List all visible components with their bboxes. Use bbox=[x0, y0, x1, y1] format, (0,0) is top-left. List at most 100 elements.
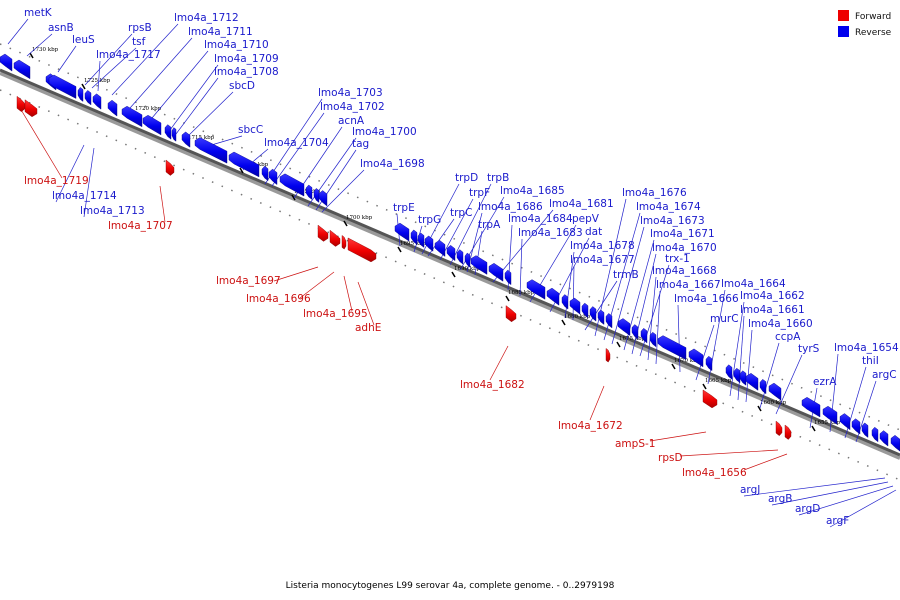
reverse-gene-r38[interactable] bbox=[597, 309, 605, 325]
gene-label-lmo4a-1682[interactable]: lmo4a_1682 bbox=[460, 379, 525, 391]
gene-label-lmo4a-1664[interactable]: lmo4a_1664 bbox=[721, 278, 786, 290]
reverse-gene-r49[interactable] bbox=[739, 370, 747, 386]
reverse-gene-r11[interactable] bbox=[171, 127, 177, 142]
gene-label-lmo4a-1671[interactable]: lmo4a_1671 bbox=[650, 228, 715, 240]
gene-label-lmo4a-1656[interactable]: lmo4a_1656 bbox=[682, 467, 747, 479]
gene-label-lmo4a-1708[interactable]: lmo4a_1708 bbox=[214, 66, 279, 78]
gene-label-amps-1[interactable]: ampS-1 bbox=[615, 438, 655, 450]
reverse-gene-r19[interactable] bbox=[313, 188, 320, 203]
forward-gene-f5[interactable] bbox=[341, 234, 347, 250]
reverse-gene-r0[interactable] bbox=[0, 53, 13, 72]
forward-gene-f11[interactable] bbox=[784, 424, 792, 440]
reverse-gene-r33[interactable] bbox=[546, 287, 560, 306]
gene-label-lmo4a-1709[interactable]: lmo4a_1709 bbox=[214, 53, 279, 65]
gene-label-lmo4a-1678[interactable]: lmo4a_1678 bbox=[570, 240, 635, 252]
reverse-gene-r48[interactable] bbox=[733, 367, 741, 384]
gene-label-tag[interactable]: tag bbox=[352, 138, 369, 150]
reverse-gene-r28[interactable] bbox=[464, 252, 471, 268]
gene-label-trpg[interactable]: trpG bbox=[418, 214, 441, 226]
gene-label-lmo4a-1670[interactable]: lmo4a_1670 bbox=[652, 242, 717, 254]
reverse-gene-r52[interactable] bbox=[768, 382, 782, 401]
reverse-gene-r39[interactable] bbox=[605, 313, 613, 329]
reverse-gene-r1[interactable] bbox=[13, 59, 31, 80]
reverse-gene-r37[interactable] bbox=[589, 306, 597, 322]
gene-label-argc[interactable]: argC bbox=[872, 369, 897, 381]
gene-label-lmo4a-1686[interactable]: lmo4a_1686 bbox=[478, 201, 543, 213]
gene-label-trx-1[interactable]: trx-1 bbox=[665, 253, 690, 265]
reverse-gene-r22[interactable] bbox=[410, 229, 418, 245]
gene-label-trpd[interactable]: trpD bbox=[455, 172, 478, 184]
reverse-gene-r21[interactable] bbox=[394, 222, 410, 242]
gene-label-lmo4a-1714[interactable]: lmo4a_1714 bbox=[52, 190, 117, 202]
reverse-gene-r50[interactable] bbox=[745, 373, 759, 391]
gene-label-adhe[interactable]: adhE bbox=[355, 322, 381, 334]
reverse-gene-r42[interactable] bbox=[640, 328, 648, 344]
gene-label-lmo4a-1677[interactable]: lmo4a_1677 bbox=[570, 254, 635, 266]
gene-label-rpsd[interactable]: rpsD bbox=[658, 452, 683, 464]
reverse-gene-r58[interactable] bbox=[871, 426, 879, 443]
gene-label-murc[interactable]: murC bbox=[710, 313, 739, 325]
reverse-gene-r9[interactable] bbox=[142, 114, 162, 136]
gene-label-lmo4a-1661[interactable]: lmo4a_1661 bbox=[740, 304, 805, 316]
gene-label-trmb[interactable]: trmB bbox=[613, 269, 639, 281]
gene-label-lmo4a-1707[interactable]: lmo4a_1707 bbox=[108, 220, 173, 232]
gene-label-lmo4a-1713[interactable]: lmo4a_1713 bbox=[80, 205, 145, 217]
gene-label-sbcd[interactable]: sbcD bbox=[229, 80, 255, 92]
reverse-gene-r32[interactable] bbox=[526, 279, 546, 300]
gene-label-argj[interactable]: argJ bbox=[740, 484, 760, 496]
reverse-gene-r25[interactable] bbox=[434, 239, 446, 257]
forward-gene-f4[interactable] bbox=[329, 229, 341, 247]
gene-label-metk[interactable]: metK bbox=[24, 7, 53, 19]
reverse-gene-r57[interactable] bbox=[861, 422, 869, 438]
reverse-gene-r47[interactable] bbox=[725, 364, 733, 380]
gene-label-lmo4a-1662[interactable]: lmo4a_1662 bbox=[740, 290, 805, 302]
gene-label-sbcc[interactable]: sbcC bbox=[238, 124, 263, 136]
gene-label-tsf[interactable]: tsf bbox=[132, 36, 146, 48]
reverse-gene-r6[interactable] bbox=[92, 93, 102, 110]
gene-label-argd[interactable]: argD bbox=[795, 503, 820, 515]
forward-gene-f1[interactable] bbox=[24, 99, 38, 118]
reverse-gene-r40[interactable] bbox=[617, 318, 631, 336]
gene-label-trpc[interactable]: trpC bbox=[450, 207, 472, 219]
gene-label-trpf[interactable]: trpF bbox=[469, 187, 490, 199]
reverse-gene-r53[interactable] bbox=[801, 397, 821, 418]
reverse-gene-r36[interactable] bbox=[581, 302, 589, 319]
forward-gene-f0[interactable] bbox=[16, 95, 26, 112]
gene-label-lmo4a-1704[interactable]: lmo4a_1704 bbox=[264, 137, 329, 149]
reverse-gene-r24[interactable] bbox=[424, 235, 434, 252]
reverse-gene-r26[interactable] bbox=[446, 245, 456, 262]
gene-label-asnb[interactable]: asnB bbox=[48, 22, 74, 34]
gene-label-ezra[interactable]: ezrA bbox=[813, 376, 837, 388]
gene-label-lmo4a-1700[interactable]: lmo4a_1700 bbox=[352, 126, 417, 138]
gene-label-lmo4a-1698[interactable]: lmo4a_1698 bbox=[360, 158, 425, 170]
gene-label-lmo4a-1666[interactable]: lmo4a_1666 bbox=[674, 293, 739, 305]
reverse-gene-r7[interactable] bbox=[107, 99, 118, 117]
gene-label-trpa[interactable]: trpA bbox=[478, 219, 501, 231]
gene-label-dat[interactable]: dat bbox=[585, 226, 602, 238]
reverse-gene-r3[interactable] bbox=[48, 74, 77, 99]
gene-label-lmo4a-1681[interactable]: lmo4a_1681 bbox=[549, 198, 614, 210]
reverse-gene-r35[interactable] bbox=[569, 297, 581, 315]
gene-label-argf[interactable]: argF bbox=[826, 515, 849, 527]
gene-label-lmo4a-1696[interactable]: lmo4a_1696 bbox=[246, 293, 311, 305]
gene-label-lmo4a-1660[interactable]: lmo4a_1660 bbox=[748, 318, 813, 330]
reverse-gene-r34[interactable] bbox=[561, 294, 569, 310]
gene-label-lmo4a-1712[interactable]: lmo4a_1712 bbox=[174, 12, 239, 24]
gene-label-argb[interactable]: argB bbox=[768, 493, 792, 505]
forward-gene-f8[interactable] bbox=[605, 347, 611, 363]
forward-gene-f7[interactable] bbox=[505, 305, 517, 323]
gene-label-lmo4a-1673[interactable]: lmo4a_1673 bbox=[640, 215, 705, 227]
gene-label-tyrs[interactable]: tyrS bbox=[798, 343, 820, 355]
forward-gene-f10[interactable] bbox=[775, 420, 783, 436]
forward-gene-f2[interactable] bbox=[165, 159, 175, 176]
reverse-gene-r31[interactable] bbox=[504, 269, 512, 286]
reverse-gene-r15[interactable] bbox=[261, 165, 269, 182]
forward-gene-f9[interactable] bbox=[702, 389, 718, 409]
reverse-gene-r5[interactable] bbox=[84, 90, 92, 106]
reverse-gene-r4[interactable] bbox=[77, 87, 84, 102]
gene-label-lmo4a-1654[interactable]: lmo4a_1654 bbox=[834, 342, 899, 354]
reverse-gene-r43[interactable] bbox=[649, 331, 657, 348]
reverse-gene-r54[interactable] bbox=[822, 405, 838, 425]
reverse-gene-r51[interactable] bbox=[759, 379, 767, 395]
gene-label-lmo4a-1685[interactable]: lmo4a_1685 bbox=[500, 185, 565, 197]
